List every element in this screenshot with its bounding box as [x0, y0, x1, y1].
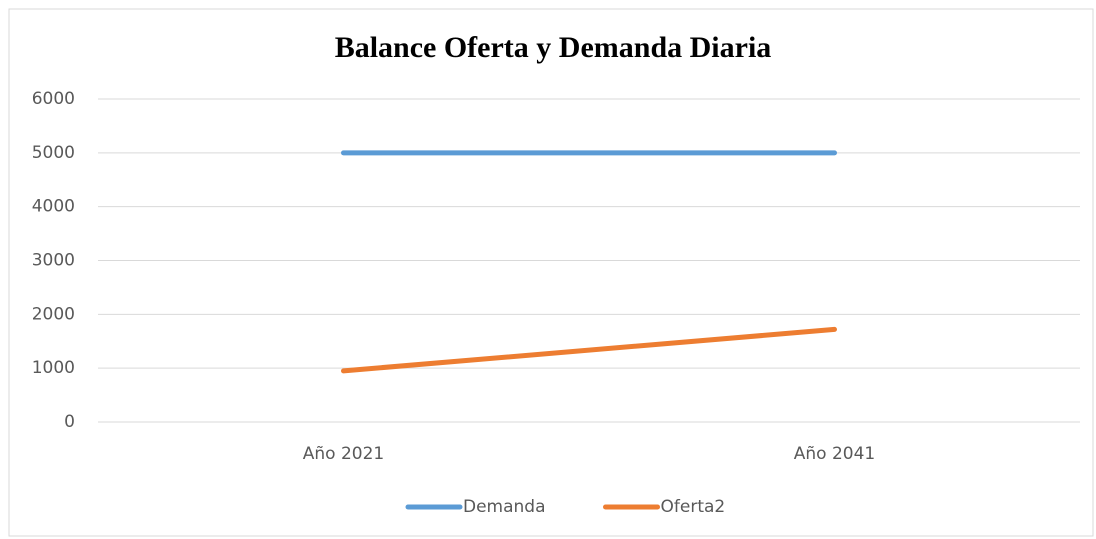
x-tick-label: Año 2041 [794, 444, 875, 464]
y-tick-label: 1000 [32, 358, 75, 378]
y-tick-label: 5000 [32, 143, 75, 163]
y-tick-label: 0 [64, 412, 75, 432]
y-tick-label: 6000 [32, 89, 75, 109]
legend-label: Oferta2 [661, 497, 726, 517]
chart-title: Balance Oferta y Demanda Diaria [335, 31, 772, 64]
x-tick-label: Año 2021 [303, 444, 384, 464]
legend-label: Demanda [463, 497, 546, 517]
line-series [341, 326, 837, 374]
chart-border [8, 8, 1094, 537]
y-tick-label: 2000 [32, 304, 75, 324]
y-tick-label: 3000 [32, 251, 75, 271]
y-tick-label: 4000 [32, 197, 75, 217]
